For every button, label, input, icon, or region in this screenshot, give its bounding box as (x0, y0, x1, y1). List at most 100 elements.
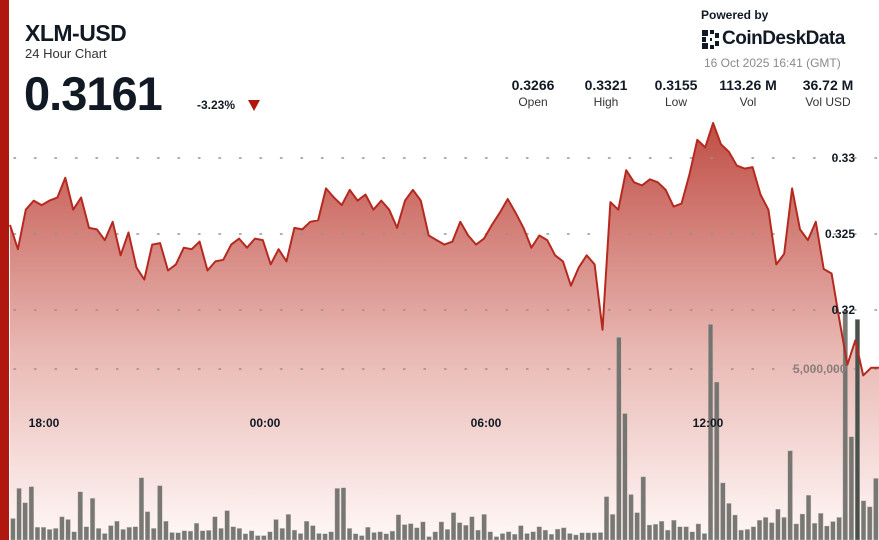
volume-tick-label: 5,000,000 (793, 362, 847, 376)
stat-label: Vol USD (805, 95, 851, 109)
volume-bar (493, 536, 500, 540)
stat-vol-usd: 36.72 M Vol USD (788, 77, 868, 109)
volume-bar (59, 516, 65, 540)
volume-bar (787, 450, 793, 540)
volume-bar (781, 517, 787, 540)
volume-bar (438, 521, 444, 540)
volume-bar (432, 531, 438, 540)
accent-bar (0, 0, 9, 540)
volume-bar (102, 533, 108, 540)
volume-bar (677, 526, 683, 540)
volume-bar (151, 528, 157, 540)
volume-bar (665, 529, 671, 540)
volume-bar (218, 528, 224, 540)
volume-bar (481, 514, 487, 540)
volume-bar (818, 513, 824, 540)
current-price: 0.3161 (24, 67, 163, 120)
volume-bar (41, 527, 47, 540)
volume-bar (28, 486, 34, 540)
volume-bar (334, 488, 340, 540)
volume-bar (47, 529, 53, 540)
volume-bar (561, 527, 567, 540)
stat-value: 36.72 M (802, 77, 854, 93)
volume-bar (187, 530, 194, 540)
volume-bar (383, 533, 389, 540)
volume-bar (616, 337, 622, 540)
volume-bar (16, 488, 22, 540)
x-tick-label-0600: 06:00 (471, 416, 502, 430)
volume-bar (769, 522, 775, 540)
volume-bar (744, 529, 750, 540)
volume-bar (720, 482, 726, 540)
volume-bar (371, 532, 377, 540)
volume-bar (793, 523, 799, 540)
volume-bar (579, 532, 585, 540)
stat-label: Low (664, 95, 687, 109)
powered-by-label: Powered by (701, 8, 769, 22)
coindesk-logo[interactable]: CoinDeskData (702, 28, 845, 50)
volume-bar (646, 524, 652, 540)
down-triangle-icon (248, 100, 260, 111)
volume-bar (175, 532, 181, 540)
volume-bar (555, 528, 561, 540)
volume-bar (10, 518, 16, 540)
volume-bar (157, 485, 163, 540)
x-tick-label-1800: 18:00 (29, 416, 60, 430)
volume-bar (328, 531, 334, 540)
volume-bar (138, 477, 145, 540)
volume-bar (316, 533, 322, 540)
volume-bar (708, 324, 714, 540)
volume-bar (395, 514, 402, 540)
price-change: -3.23% (197, 98, 236, 112)
volume-bar (402, 524, 408, 540)
volume-bar (861, 500, 867, 540)
symbol-title: XLM-USD (25, 20, 127, 46)
volume-bar (806, 495, 812, 540)
stat-value: 0.3321 (584, 77, 628, 93)
volume-bar (824, 525, 830, 540)
volume-bar (34, 527, 40, 540)
chart-subtitle: 24 Hour Chart (25, 46, 107, 61)
volume-bar (249, 530, 255, 540)
volume-bar (65, 519, 71, 540)
volume-bar (548, 534, 554, 540)
volume-bar (200, 530, 206, 540)
volume-bar (799, 513, 805, 540)
coindesk-logo-icon (702, 29, 719, 49)
volume-bar (732, 514, 738, 540)
stat-value: 113.26 M (719, 77, 777, 93)
volume-bar (181, 530, 187, 540)
stat-value: 0.3266 (511, 77, 555, 93)
volume-bar (836, 517, 842, 540)
volume-bar (812, 523, 818, 540)
volume-bar (457, 522, 463, 540)
volume-bar (671, 520, 677, 540)
volume-bar (573, 534, 579, 540)
y-tick-label-0.32: 0.32 (832, 303, 856, 317)
stat-high: 0.3321 High (566, 77, 646, 109)
volume-bar (659, 521, 665, 540)
volume-bar (236, 528, 242, 540)
volume-bar (322, 533, 328, 540)
volume-bar (206, 530, 212, 540)
volume-bar (610, 514, 616, 540)
volume-bar (193, 523, 200, 540)
volume-bar (451, 512, 457, 540)
volume-bar (775, 509, 781, 540)
volume-bar (169, 532, 175, 540)
volume-bar (77, 491, 83, 540)
stat-open: 0.3266 Open (493, 77, 573, 109)
volume-bar (867, 506, 873, 540)
volume-bar (340, 487, 347, 540)
volume-bar (634, 512, 640, 540)
stat-label: Vol (739, 95, 757, 109)
volume-bar (347, 528, 353, 540)
price-line (9, 122, 879, 377)
volume-bar (108, 525, 114, 540)
volume-bar (389, 530, 395, 540)
volume-bar (444, 529, 451, 540)
volume-bar (738, 529, 744, 540)
volume-bar (512, 534, 518, 540)
volume-bar (261, 535, 267, 540)
